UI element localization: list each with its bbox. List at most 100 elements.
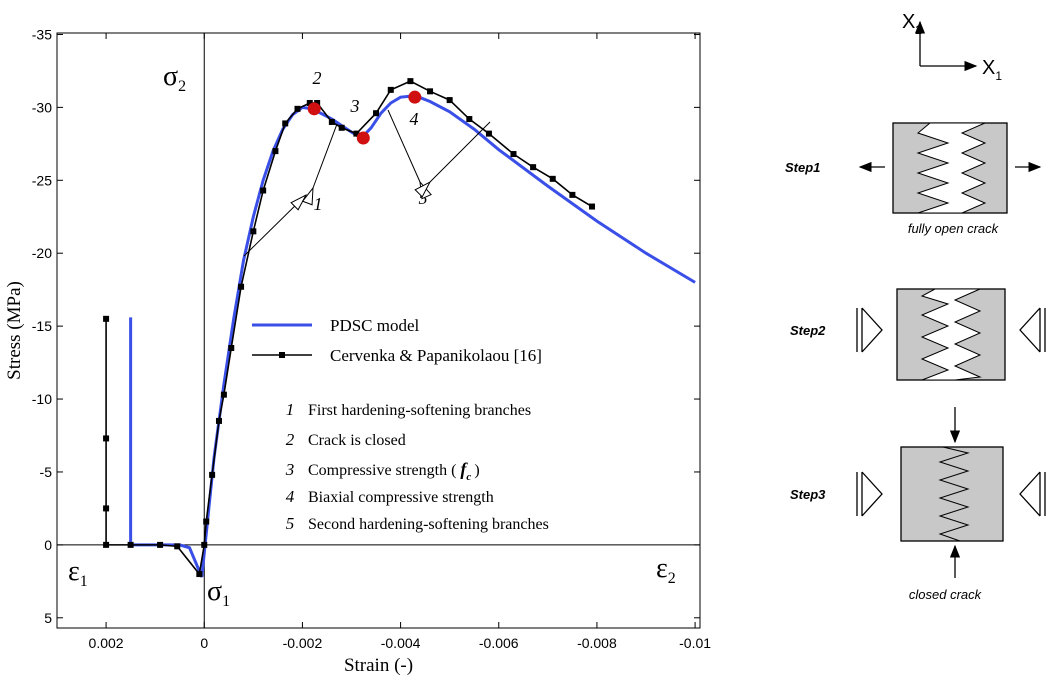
x-tick-label: -0.006 <box>479 635 519 651</box>
note-main: Second hardening-softening branches <box>308 516 549 533</box>
axis-symbol-sub: 1 <box>80 573 88 590</box>
data-point <box>328 118 335 125</box>
step-caption: closed crack <box>909 587 983 602</box>
plot: -35 -30 -25 -20 -15 -10 -5 0 5 0.002 0 -0.002 -0.004… <box>4 26 711 676</box>
highlight-point <box>408 90 422 104</box>
axis-name: X1 <box>982 57 1002 83</box>
note-text: Second hardening-softening branches <box>308 516 549 533</box>
data-point <box>510 151 517 158</box>
note-close: ) <box>474 462 479 479</box>
legend-label: Cervenka & Papanikolaou [16] <box>330 346 542 365</box>
axis-name-main: X <box>982 57 995 79</box>
step-label: Step3 <box>790 487 826 502</box>
y-tick-label: -10 <box>32 391 52 407</box>
plot-frame <box>56 32 701 629</box>
data-point <box>314 100 321 106</box>
axis-symbol: ε1 <box>68 556 88 590</box>
callout-number: 2 <box>313 68 322 88</box>
arrow <box>430 121 491 182</box>
arrow <box>387 109 420 182</box>
callout-number: 3 <box>350 96 360 116</box>
axis-symbol: ε2 <box>656 553 676 587</box>
support <box>1019 307 1046 353</box>
note-main: Biaxial compressive strength <box>308 489 494 506</box>
support <box>856 307 883 353</box>
step-label: Step2 <box>790 323 826 338</box>
callout-arrows <box>243 109 491 257</box>
x-tick-label: -0.008 <box>577 635 617 651</box>
x-tick-label: -0.01 <box>679 635 711 651</box>
data-point <box>549 175 556 182</box>
axis-name: X2 <box>902 11 922 37</box>
x-axis-label: Strain (-) <box>344 655 413 676</box>
axis-symbol-main: ε <box>656 553 668 584</box>
legend-marker <box>279 352 285 358</box>
data-point <box>466 116 473 123</box>
data-point <box>215 417 222 424</box>
note-main: First hardening-softening branches <box>308 402 531 419</box>
callout-number: 4 <box>410 109 419 129</box>
data-point <box>250 228 257 235</box>
callout-number: 1 <box>314 194 323 214</box>
step-caption: fully open crack <box>908 221 1000 236</box>
axis-name-sub: 2 <box>915 23 922 37</box>
note-text: Crack is closed <box>308 432 406 449</box>
data-point <box>174 543 181 550</box>
data-point <box>103 541 110 548</box>
step-label: Step1 <box>785 160 820 175</box>
support <box>856 471 883 517</box>
crack <box>916 122 987 214</box>
data-point <box>569 191 576 198</box>
data-point <box>353 130 360 137</box>
data-point <box>127 541 134 548</box>
axis-symbol-main: ε <box>68 556 80 587</box>
data-point <box>485 130 492 137</box>
axis-name-main: X <box>902 11 915 33</box>
data-point <box>387 86 394 93</box>
note-main: Compressive strength ( <box>308 462 456 479</box>
data-point <box>157 541 164 548</box>
arrow <box>313 123 338 188</box>
note-sub: c <box>466 471 471 483</box>
axis-symbol: σ2 <box>163 61 186 95</box>
data-point <box>209 471 216 478</box>
axis-name-sub: 1 <box>995 69 1002 83</box>
y-tick-label: -15 <box>32 318 52 334</box>
x-tick-label: -0.004 <box>381 635 421 651</box>
data-point <box>338 124 345 131</box>
note-symbol: f <box>460 459 468 479</box>
arrow <box>243 195 306 257</box>
data-point <box>238 283 245 290</box>
data-point <box>196 571 203 578</box>
x-tick-label: 0 <box>200 635 208 651</box>
data-point <box>201 541 208 548</box>
data-point <box>103 505 110 512</box>
legend-label: PDSC model <box>330 316 420 335</box>
support <box>1019 471 1046 517</box>
data-point <box>589 203 596 210</box>
highlight-point <box>307 102 321 116</box>
y-tick-label: 0 <box>44 537 52 553</box>
crack <box>920 288 982 381</box>
data-point <box>282 120 289 127</box>
diagram <box>856 20 1046 578</box>
note-number: 2 <box>286 430 295 449</box>
data-point <box>103 435 110 442</box>
data-point <box>203 518 210 525</box>
data-point <box>373 110 380 117</box>
note-main: Crack is closed <box>308 432 406 449</box>
data-point <box>427 88 434 95</box>
y-tick-label: -30 <box>32 99 52 115</box>
y-tick-label: -25 <box>32 172 52 188</box>
x-tick-label: 0.002 <box>89 635 124 651</box>
highlight-point <box>356 131 370 145</box>
axis-symbol: σ1 <box>207 576 230 610</box>
y-tick-label: -35 <box>32 26 52 42</box>
data-point <box>272 148 279 155</box>
data-point <box>306 100 313 106</box>
axis-symbol-sub: 1 <box>222 593 230 610</box>
y-tick-label: -5 <box>40 464 53 480</box>
data-point <box>103 315 110 322</box>
data-point <box>260 187 267 194</box>
